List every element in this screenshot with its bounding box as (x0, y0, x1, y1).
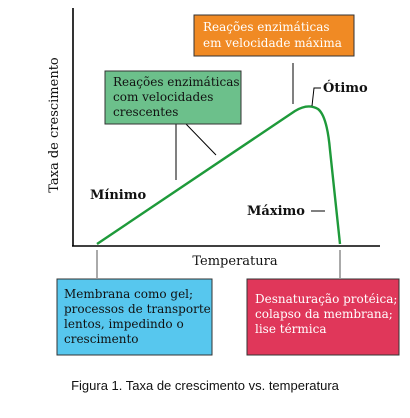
increasing-connector-2 (185, 123, 217, 156)
denature-line-2: colapso da membrana; (255, 307, 393, 321)
growth-curve (96, 105, 342, 245)
x-axis-label: Temperatura (192, 254, 277, 269)
gel-line-4: crescimento (64, 332, 139, 346)
max-speed-box: Reações enzimáticas em velocidade máxima (193, 14, 355, 57)
denature-line-1: Desnaturação protéica; (255, 292, 397, 306)
gel-line-2: processos de transporte (64, 302, 211, 316)
denaturation-box: Desnaturação protéica; colapso da membra… (246, 278, 400, 356)
gel-line-3: lentos, impedindo o (64, 317, 184, 331)
max-speed-line-1: Reações enzimáticas (203, 20, 330, 34)
gel-membrane-box: Membrana como gel; processos de transpor… (56, 278, 213, 356)
gel-line-1: Membrana como gel; (64, 287, 193, 301)
max-speed-line-2: em velocidade máxima (203, 36, 342, 50)
denature-line-3: lise térmica (255, 322, 327, 336)
maximo-label: Máximo (247, 204, 305, 219)
increasing-line-3: crescentes (113, 105, 178, 119)
increasing-line-1: Reações enzimáticas (113, 75, 240, 89)
otimo-connector (311, 87, 321, 107)
otimo-label: Ótimo (323, 79, 368, 96)
figure-caption: Figura 1. Taxa de crescimento vs. temper… (71, 378, 339, 393)
increasing-line-2: com velocidades (113, 90, 213, 104)
y-axis-label: Taxa de crescimento (47, 57, 62, 193)
increasing-box: Reações enzimáticas com velocidades cres… (104, 70, 242, 125)
minimo-label: Mínimo (90, 188, 146, 203)
